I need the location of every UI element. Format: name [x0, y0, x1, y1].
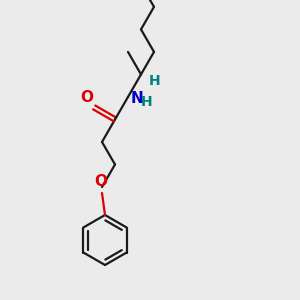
- Text: H: H: [141, 95, 153, 109]
- Text: O: O: [94, 174, 107, 189]
- Text: H: H: [149, 74, 160, 88]
- Text: N: N: [131, 92, 144, 106]
- Text: O: O: [81, 91, 94, 106]
